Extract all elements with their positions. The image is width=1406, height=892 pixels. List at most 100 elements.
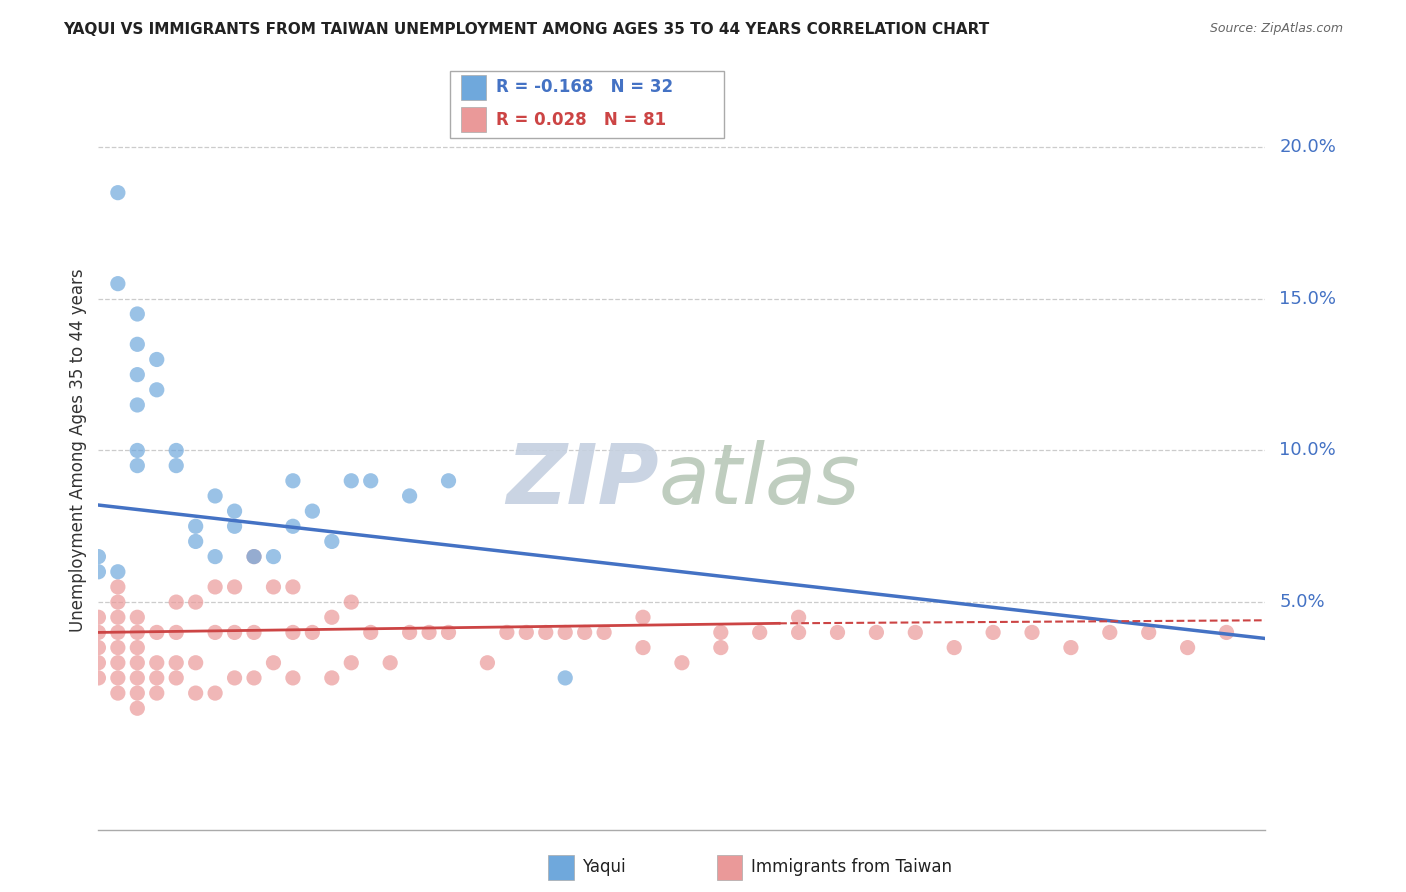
Point [184,686,207,700]
Text: R = 0.028   N = 81: R = 0.028 N = 81 [496,111,666,128]
Point [146,686,169,700]
Point [127,398,149,412]
Text: 5.0%: 5.0% [1279,593,1324,611]
Point [107,565,129,579]
Text: YAQUI VS IMMIGRANTS FROM TAIWAN UNEMPLOYMENT AMONG AGES 35 TO 44 YEARS CORRELATI: YAQUI VS IMMIGRANTS FROM TAIWAN UNEMPLOY… [63,22,990,37]
Point [360,474,382,488]
Point [981,625,1004,640]
Point [321,610,343,624]
Point [107,671,129,685]
Point [87,640,110,655]
Point [574,625,596,640]
Point [515,625,537,640]
Point [204,580,226,594]
Point [281,671,304,685]
Point [87,656,110,670]
Point [243,549,266,564]
Point [340,595,363,609]
Point [184,595,207,609]
Point [107,277,129,291]
Point [127,686,149,700]
Point [321,534,343,549]
Point [631,610,654,624]
Point [127,625,149,640]
Point [437,474,460,488]
Point [127,443,149,458]
Point [281,519,304,533]
Point [1060,640,1083,655]
Point [204,625,226,640]
Point [496,625,519,640]
Point [127,640,149,655]
Point [107,186,129,200]
Point [554,671,576,685]
Point [165,625,187,640]
Point [107,625,129,640]
Point [224,625,246,640]
Point [127,671,149,685]
Point [224,671,246,685]
Point [165,671,187,685]
Text: R = -0.168   N = 32: R = -0.168 N = 32 [496,78,673,96]
Point [127,307,149,321]
Point [281,474,304,488]
Point [904,625,927,640]
Point [477,656,499,670]
Point [943,640,966,655]
Point [87,671,110,685]
Point [787,625,810,640]
Point [204,489,226,503]
Point [243,671,266,685]
Point [710,640,733,655]
Point [224,504,246,518]
Point [262,580,284,594]
Point [224,519,246,533]
Point [107,656,129,670]
Point [1021,625,1043,640]
Text: Yaqui: Yaqui [582,858,626,876]
Point [87,625,110,640]
Point [204,686,226,700]
Point [865,625,887,640]
Point [321,671,343,685]
Point [107,640,129,655]
Point [165,595,187,609]
Point [146,383,169,397]
Point [146,656,169,670]
Text: atlas: atlas [658,441,860,521]
Point [127,656,149,670]
Text: Source: ZipAtlas.com: Source: ZipAtlas.com [1209,22,1343,36]
Point [146,671,169,685]
Point [827,625,849,640]
Point [146,625,169,640]
Point [184,534,207,549]
Point [534,625,557,640]
Point [165,656,187,670]
Point [127,368,149,382]
Text: 20.0%: 20.0% [1279,138,1336,156]
Point [87,549,110,564]
Point [87,610,110,624]
Point [398,489,420,503]
Point [554,625,576,640]
Point [281,625,304,640]
Y-axis label: Unemployment Among Ages 35 to 44 years: Unemployment Among Ages 35 to 44 years [69,268,87,632]
Text: ZIP: ZIP [506,441,658,521]
Point [1215,625,1237,640]
Text: Immigrants from Taiwan: Immigrants from Taiwan [751,858,952,876]
Point [184,656,207,670]
Point [360,625,382,640]
Point [281,580,304,594]
Point [127,610,149,624]
Point [165,443,187,458]
Point [262,549,284,564]
Point [127,701,149,715]
Point [437,625,460,640]
Point [748,625,770,640]
Point [146,352,169,367]
Point [127,458,149,473]
Point [243,549,266,564]
Point [127,337,149,351]
Point [107,610,129,624]
Point [224,580,246,594]
